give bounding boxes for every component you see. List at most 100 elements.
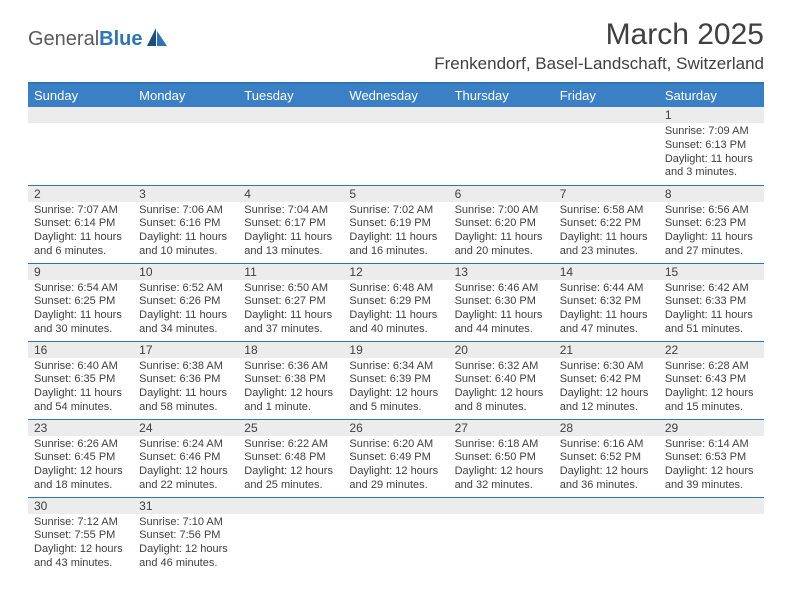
- calendar-day-cell: 10Sunrise: 6:52 AMSunset: 6:26 PMDayligh…: [133, 263, 238, 341]
- calendar-day-cell: [28, 107, 133, 185]
- calendar-week-row: 2Sunrise: 7:07 AMSunset: 6:14 PMDaylight…: [28, 185, 764, 263]
- sunset-text: Sunset: 6:40 PM: [455, 373, 548, 387]
- calendar-day-cell: [238, 107, 343, 185]
- weekday-header: Friday: [554, 84, 659, 107]
- sunrise-text: Sunrise: 6:36 AM: [244, 360, 337, 374]
- calendar-day-cell: 20Sunrise: 6:32 AMSunset: 6:40 PMDayligh…: [449, 341, 554, 419]
- day-number: 31: [133, 498, 238, 514]
- calendar-day-cell: [449, 497, 554, 575]
- day-details: Sunrise: 7:10 AMSunset: 7:56 PMDaylight:…: [133, 514, 238, 575]
- day-details: Sunrise: 7:00 AMSunset: 6:20 PMDaylight:…: [449, 202, 554, 263]
- day-number: 5: [343, 186, 448, 202]
- calendar-day-cell: 26Sunrise: 6:20 AMSunset: 6:49 PMDayligh…: [343, 419, 448, 497]
- sunset-text: Sunset: 6:17 PM: [244, 217, 337, 231]
- sunrise-text: Sunrise: 7:02 AM: [349, 204, 442, 218]
- sunset-text: Sunset: 6:43 PM: [665, 373, 758, 387]
- day-details: Sunrise: 6:58 AMSunset: 6:22 PMDaylight:…: [554, 202, 659, 263]
- sunset-text: Sunset: 6:29 PM: [349, 295, 442, 309]
- day-number: 13: [449, 264, 554, 280]
- day-number: 1: [659, 107, 764, 123]
- weekday-header: Wednesday: [343, 84, 448, 107]
- sunset-text: Sunset: 6:22 PM: [560, 217, 653, 231]
- calendar-day-cell: 5 Sunrise: 7:02 AMSunset: 6:19 PMDaylight…: [343, 185, 448, 263]
- day-details: Sunrise: 7:09 AMSunset: 6:13 PMDaylight:…: [659, 123, 764, 184]
- sunset-text: Sunset: 6:30 PM: [455, 295, 548, 309]
- daylight-text: Daylight: 12 hours and 1 minute.: [244, 387, 337, 415]
- day-number: 8: [659, 186, 764, 202]
- daylight-text: Daylight: 12 hours and 25 minutes.: [244, 465, 337, 493]
- day-details: Sunrise: 6:28 AMSunset: 6:43 PMDaylight:…: [659, 358, 764, 419]
- calendar-day-cell: 11Sunrise: 6:50 AMSunset: 6:27 PMDayligh…: [238, 263, 343, 341]
- sunset-text: Sunset: 6:52 PM: [560, 451, 653, 465]
- day-details: Sunrise: 6:18 AMSunset: 6:50 PMDaylight:…: [449, 436, 554, 497]
- sunrise-text: Sunrise: 6:26 AM: [34, 438, 127, 452]
- sunset-text: Sunset: 6:14 PM: [34, 217, 127, 231]
- day-details: Sunrise: 7:04 AMSunset: 6:17 PMDaylight:…: [238, 202, 343, 263]
- calendar-day-cell: 6Sunrise: 7:00 AMSunset: 6:20 PMDaylight…: [449, 185, 554, 263]
- weekday-header: Monday: [133, 84, 238, 107]
- daylight-text: Daylight: 12 hours and 8 minutes.: [455, 387, 548, 415]
- day-number: 14: [554, 264, 659, 280]
- calendar-day-cell: 23Sunrise: 6:26 AMSunset: 6:45 PMDayligh…: [28, 419, 133, 497]
- calendar-day-cell: 21Sunrise: 6:30 AMSunset: 6:42 PMDayligh…: [554, 341, 659, 419]
- sunrise-text: Sunrise: 7:06 AM: [139, 204, 232, 218]
- title-block: March 2025 Frenkendorf, Basel-Landschaft…: [434, 18, 764, 74]
- sunset-text: Sunset: 6:16 PM: [139, 217, 232, 231]
- day-details: Sunrise: 6:16 AMSunset: 6:52 PMDaylight:…: [554, 436, 659, 497]
- day-details: Sunrise: 6:32 AMSunset: 6:40 PMDaylight:…: [449, 358, 554, 419]
- calendar-day-cell: [449, 107, 554, 185]
- day-details: Sunrise: 7:07 AMSunset: 6:14 PMDaylight:…: [28, 202, 133, 263]
- sunset-text: Sunset: 6:20 PM: [455, 217, 548, 231]
- calendar-day-cell: [659, 497, 764, 575]
- location-text: Frenkendorf, Basel-Landschaft, Switzerla…: [434, 54, 764, 74]
- daylight-text: Daylight: 12 hours and 43 minutes.: [34, 543, 127, 571]
- day-details: Sunrise: 6:52 AMSunset: 6:26 PMDaylight:…: [133, 280, 238, 341]
- day-details: Sunrise: 6:38 AMSunset: 6:36 PMDaylight:…: [133, 358, 238, 419]
- sunset-text: Sunset: 6:19 PM: [349, 217, 442, 231]
- day-number: 15: [659, 264, 764, 280]
- sunrise-text: Sunrise: 6:48 AM: [349, 282, 442, 296]
- daylight-text: Daylight: 11 hours and 47 minutes.: [560, 309, 653, 337]
- day-number: 6: [449, 186, 554, 202]
- calendar-day-cell: 3Sunrise: 7:06 AMSunset: 6:16 PMDaylight…: [133, 185, 238, 263]
- sunset-text: Sunset: 6:38 PM: [244, 373, 337, 387]
- day-number: 17: [133, 342, 238, 358]
- calendar-day-cell: 18 Sunrise: 6:36 AMSunset: 6:38 PMDayligh…: [238, 341, 343, 419]
- day-number: 9: [28, 264, 133, 280]
- calendar-day-cell: 4Sunrise: 7:04 AMSunset: 6:17 PMDaylight…: [238, 185, 343, 263]
- daylight-text: Daylight: 11 hours and 30 minutes.: [34, 309, 127, 337]
- daylight-text: Daylight: 12 hours and 32 minutes.: [455, 465, 548, 493]
- calendar-day-cell: 28Sunrise: 6:16 AMSunset: 6:52 PMDayligh…: [554, 419, 659, 497]
- sunrise-text: Sunrise: 6:56 AM: [665, 204, 758, 218]
- sunrise-text: Sunrise: 7:10 AM: [139, 516, 232, 530]
- daylight-text: Daylight: 11 hours and 34 minutes.: [139, 309, 232, 337]
- sunrise-text: Sunrise: 6:30 AM: [560, 360, 653, 374]
- sunrise-text: Sunrise: 6:20 AM: [349, 438, 442, 452]
- day-details: Sunrise: 6:30 AMSunset: 6:42 PMDaylight:…: [554, 358, 659, 419]
- brand-name-part1: General: [28, 28, 99, 50]
- day-number: 18: [238, 342, 343, 358]
- calendar-day-cell: 14Sunrise: 6:44 AMSunset: 6:32 PMDayligh…: [554, 263, 659, 341]
- daylight-text: Daylight: 12 hours and 36 minutes.: [560, 465, 653, 493]
- daylight-text: Daylight: 11 hours and 16 minutes.: [349, 231, 442, 259]
- day-number: 23: [28, 420, 133, 436]
- brand-name-part2: Blue: [99, 28, 142, 50]
- calendar-week-row: 16Sunrise: 6:40 AMSunset: 6:35 PMDayligh…: [28, 341, 764, 419]
- daylight-text: Daylight: 12 hours and 5 minutes.: [349, 387, 442, 415]
- day-details: Sunrise: 6:56 AMSunset: 6:23 PMDaylight:…: [659, 202, 764, 263]
- daylight-text: Daylight: 12 hours and 12 minutes.: [560, 387, 653, 415]
- calendar-day-cell: 12Sunrise: 6:48 AMSunset: 6:29 PMDayligh…: [343, 263, 448, 341]
- daylight-text: Daylight: 11 hours and 51 minutes.: [665, 309, 758, 337]
- sail-icon: [147, 28, 169, 51]
- calendar-day-cell: [343, 497, 448, 575]
- day-details: Sunrise: 6:20 AMSunset: 6:49 PMDaylight:…: [343, 436, 448, 497]
- day-number: 19: [343, 342, 448, 358]
- daylight-text: Daylight: 11 hours and 20 minutes.: [455, 231, 548, 259]
- daylight-text: Daylight: 11 hours and 3 minutes.: [665, 153, 758, 181]
- calendar-day-cell: [554, 497, 659, 575]
- calendar-week-row: 1Sunrise: 7:09 AMSunset: 6:13 PMDaylight…: [28, 107, 764, 185]
- daylight-text: Daylight: 11 hours and 23 minutes.: [560, 231, 653, 259]
- calendar-table: SundayMondayTuesdayWednesdayThursdayFrid…: [28, 84, 764, 575]
- sunset-text: Sunset: 6:50 PM: [455, 451, 548, 465]
- weekday-header: Saturday: [659, 84, 764, 107]
